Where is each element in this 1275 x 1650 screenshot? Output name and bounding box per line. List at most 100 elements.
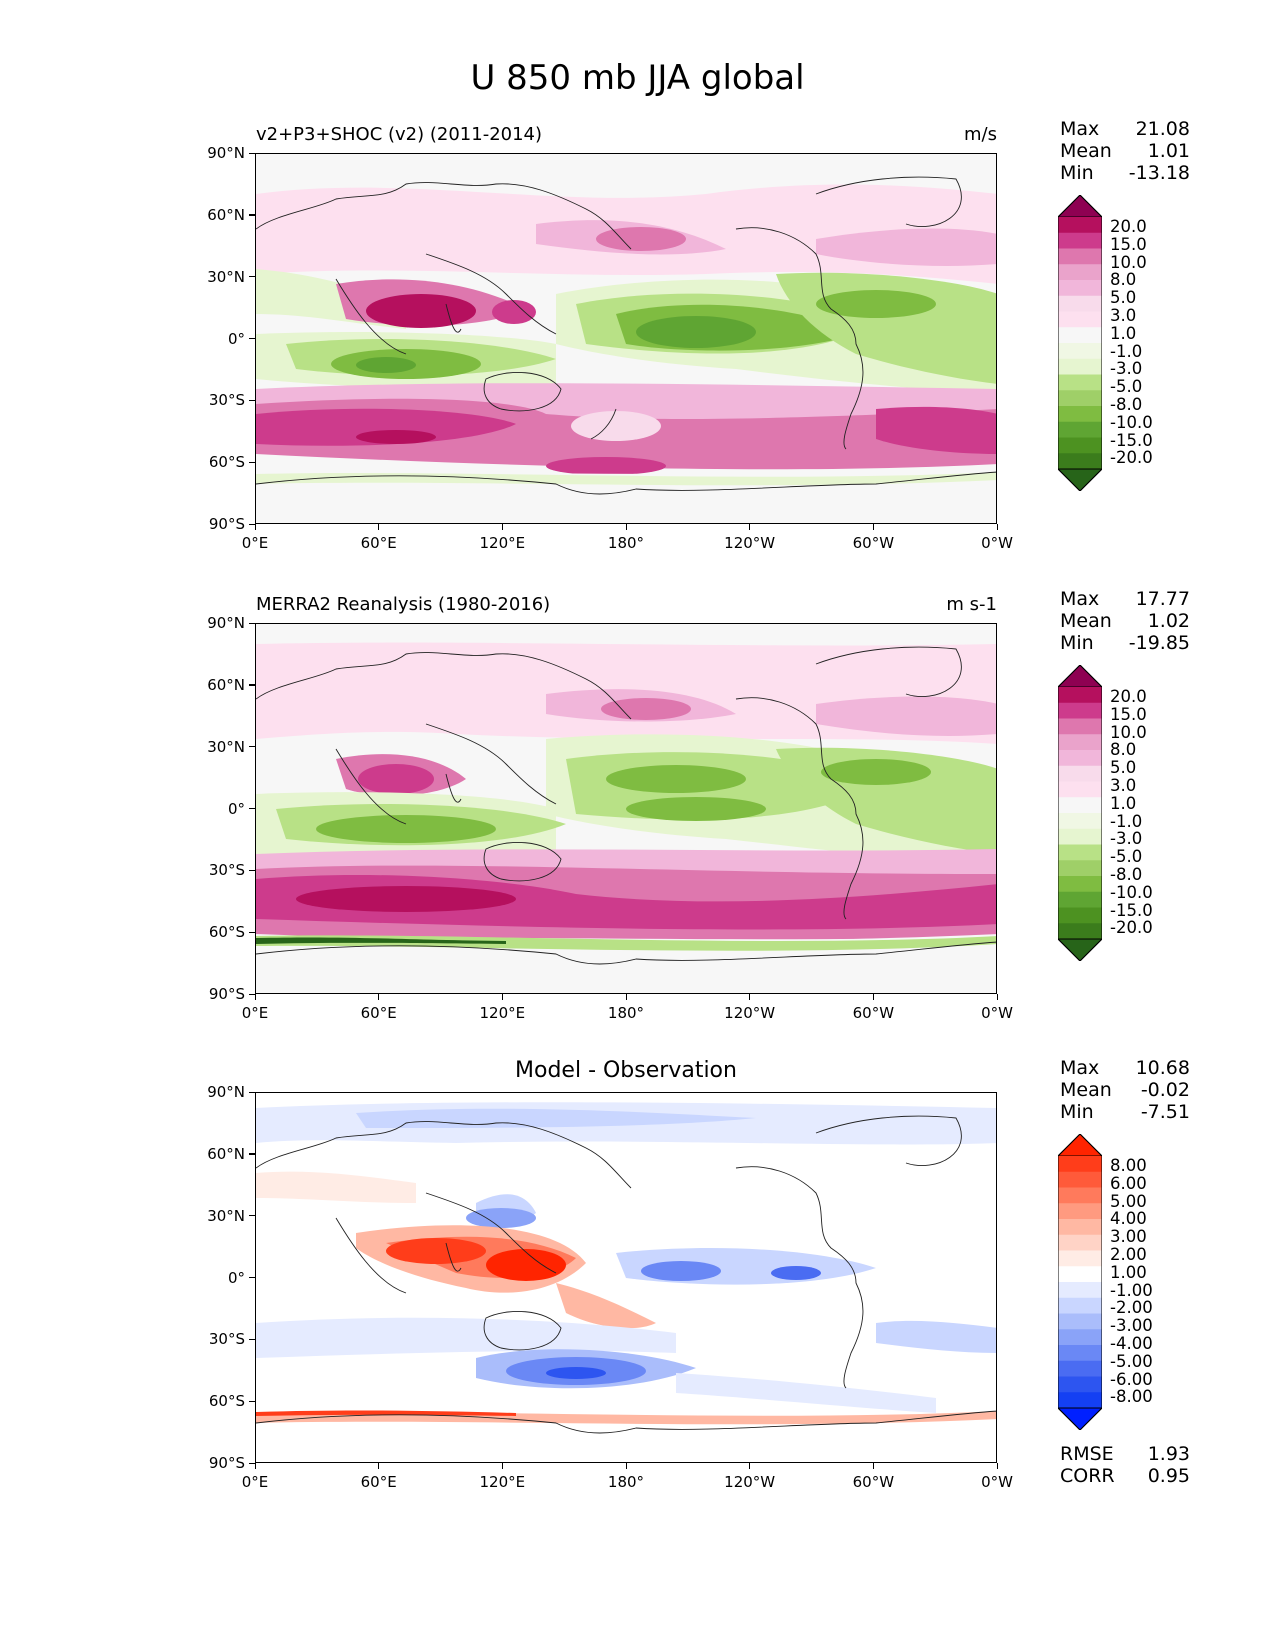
colorbar-extend-max [1058,1134,1102,1157]
colorbar-segment [1058,295,1102,312]
colorbar-label: 10.0 [1110,252,1147,272]
lat-tick [249,214,255,216]
colorbar-segment [1058,280,1102,297]
stat-max: Max 17.77 [1060,588,1190,610]
colorbar-segment [1058,374,1102,391]
colorbar-label: -4.00 [1110,1333,1153,1353]
lon-tick [378,524,380,530]
colorbar-segment [1058,907,1102,924]
colorbar-label: 15.0 [1110,704,1147,724]
stat-max: Max 10.68 [1060,1057,1190,1079]
colorbar-label: 3.0 [1110,305,1137,325]
colorbar-label: -8.0 [1110,394,1143,414]
colorbar-label: 1.0 [1110,793,1137,813]
lat-label: 60°N [207,205,245,224]
colorbar-segment [1058,1250,1102,1267]
colorbar-label: 8.00 [1110,1156,1147,1175]
lat-tick [249,1215,255,1217]
lon-tick [501,994,504,1000]
lon-label: 180° [607,1473,645,1491]
colorbar-segment [1058,311,1102,328]
lon-label: 180° [607,1004,645,1022]
lat-label: 30°N [207,737,245,756]
colorbar-label: 20.0 [1110,687,1147,706]
lat-tick [249,746,255,748]
lon-label: 180° [607,534,645,552]
colorbar-segment [1058,781,1102,798]
panel-1-title: v2+P3+SHOC (v2) (2011-2014) [256,124,543,145]
lon-label: 120°W [724,1473,776,1491]
colorbar-extend-max [1058,195,1102,218]
lon-label: 60°W [852,1473,895,1491]
lon-label: 60°E [360,534,397,552]
colorbar-segment [1058,876,1102,893]
colorbar-segment [1058,923,1102,940]
panel-1-map [255,153,997,524]
lon-label: 60°E [360,1473,397,1491]
panel-2-map [255,623,997,994]
lon-tick [996,994,998,1000]
lat-label: 30°N [207,1206,245,1225]
panel-3-footer-stats: RMSE 1.93 CORR 0.95 [1060,1443,1190,1487]
lon-label: 0°W [981,1473,1013,1491]
colorbar-label: -5.0 [1110,847,1143,867]
colorbar-segment [1058,1313,1102,1330]
colorbar-segment [1058,1219,1102,1236]
lat-label: 60°S [208,1392,245,1411]
colorbar-label: -1.0 [1110,811,1143,831]
lon-label: 60°E [360,1004,397,1022]
lat-label: 90°S [208,515,245,533]
lon-label: 60°W [852,1004,895,1022]
lon-tick [378,1463,380,1469]
lat-tick [249,276,255,278]
lat-label: 0° [227,799,245,818]
colorbar-segment [1058,327,1102,344]
colorbar-extend-max [1058,665,1102,688]
colorbar-segment [1058,1187,1102,1204]
lat-tick [249,1400,255,1402]
colorbar-label: -1.0 [1110,341,1143,361]
colorbar-segment [1058,248,1102,265]
lat-tick [249,1338,255,1341]
colorbar-extend-min [1058,468,1102,491]
colorbar-segment [1058,421,1102,438]
colorbar-segment [1058,828,1102,845]
lat-label: 60°N [207,1144,245,1163]
lat-tick [249,622,255,624]
colorbar-extend-min [1058,1407,1102,1430]
colorbar-label: -1.00 [1110,1280,1153,1300]
lon-tick [996,524,998,530]
colorbar-label: -5.00 [1110,1351,1153,1371]
lon-tick [625,1463,627,1469]
colorbar-label: -15.0 [1110,900,1153,920]
lon-tick [254,524,256,530]
lat-tick [249,523,255,525]
lon-tick [501,524,504,530]
colorbar-label: -8.0 [1110,864,1143,884]
lon-tick [254,994,256,1000]
lon-label: 120°E [479,534,526,552]
colorbar-label: -3.0 [1110,829,1143,849]
colorbar-label: 8.0 [1110,270,1137,290]
lat-tick [249,338,255,340]
lon-label: 0°W [981,1004,1013,1022]
figure-title: U 850 mb JJA global [470,58,805,98]
colorbar-segment [1058,1156,1102,1173]
colorbar-segment [1058,437,1102,454]
lat-tick [249,152,255,154]
colorbar-segment [1058,797,1102,814]
colorbar-segment [1058,1203,1102,1220]
panel-3-map [255,1092,997,1463]
lat-label: 60°S [208,923,245,942]
panel-2-units: m s-1 [946,594,997,615]
colorbar-label: 3.0 [1110,775,1137,795]
colorbar-label: 1.0 [1110,323,1137,343]
lat-tick [249,1091,255,1093]
colorbar-segment [1058,358,1102,375]
lat-tick [249,1462,255,1464]
colorbar-label: -3.00 [1110,1316,1153,1336]
stat-mean: Mean 1.01 [1060,140,1190,162]
colorbar-label: 6.00 [1110,1173,1147,1193]
lon-label: 120°E [479,1473,526,1491]
lat-tick [249,461,255,463]
